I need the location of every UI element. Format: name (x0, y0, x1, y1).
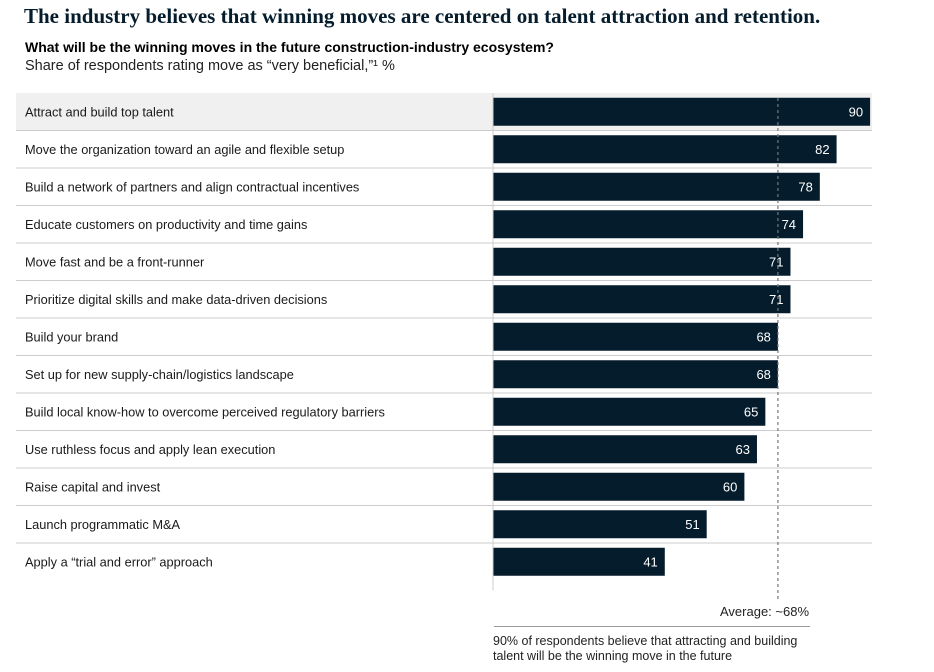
chart-subtitle: What will be the winning moves in the fu… (25, 39, 554, 55)
category-label-2: Move the organization toward an agile an… (25, 142, 344, 157)
category-label-1: Attract and build top talent (25, 104, 174, 119)
bar-2 (493, 135, 837, 164)
bar-1 (493, 97, 871, 126)
bar-4 (493, 210, 804, 239)
value-label-4: 74 (782, 217, 796, 232)
bar-9 (493, 397, 766, 426)
value-label-1: 90 (849, 104, 863, 119)
category-label-7: Build your brand (25, 329, 118, 344)
bar-7 (493, 322, 778, 351)
bar-3 (493, 172, 820, 201)
category-label-9: Build local know-how to overcome perceiv… (25, 404, 385, 419)
page-title: The industry believes that winning moves… (24, 4, 821, 28)
value-label-11: 60 (723, 479, 737, 494)
value-label-3: 78 (798, 179, 812, 194)
category-label-10: Use ruthless focus and apply lean execut… (25, 442, 275, 457)
bar-12 (493, 510, 707, 539)
value-label-13: 41 (643, 554, 657, 569)
bar-11 (493, 472, 745, 501)
category-label-6: Prioritize digital skills and make data-… (25, 292, 327, 307)
category-label-8: Set up for new supply-chain/logistics la… (25, 367, 294, 382)
chart-unit-label: Share of respondents rating move as “ver… (25, 58, 395, 74)
bar-8 (493, 360, 778, 389)
category-label-3: Build a network of partners and align co… (25, 179, 359, 194)
average-label-rule (494, 626, 810, 627)
bar-10 (493, 435, 757, 464)
category-label-12: Launch programmatic M&A (25, 517, 181, 532)
category-label-4: Educate customers on productivity and ti… (25, 217, 307, 232)
value-label-8: 68 (756, 367, 770, 382)
value-label-10: 63 (736, 442, 750, 457)
footnote: 90% of respondents believe that attracti… (493, 634, 798, 663)
average-label: Average: ~68% (720, 604, 810, 619)
category-label-11: Raise capital and invest (25, 479, 161, 494)
value-label-6: 71 (769, 292, 783, 307)
bar-5 (493, 247, 791, 276)
value-label-12: 51 (685, 517, 699, 532)
category-label-5: Move fast and be a front-runner (25, 254, 205, 269)
value-label-7: 68 (756, 329, 770, 344)
value-label-9: 65 (744, 404, 758, 419)
value-label-2: 82 (815, 142, 829, 157)
bar-6 (493, 285, 791, 314)
category-label-13: Apply a “trial and error” approach (25, 554, 213, 569)
bar-13 (493, 547, 665, 576)
value-label-5: 71 (769, 254, 783, 269)
